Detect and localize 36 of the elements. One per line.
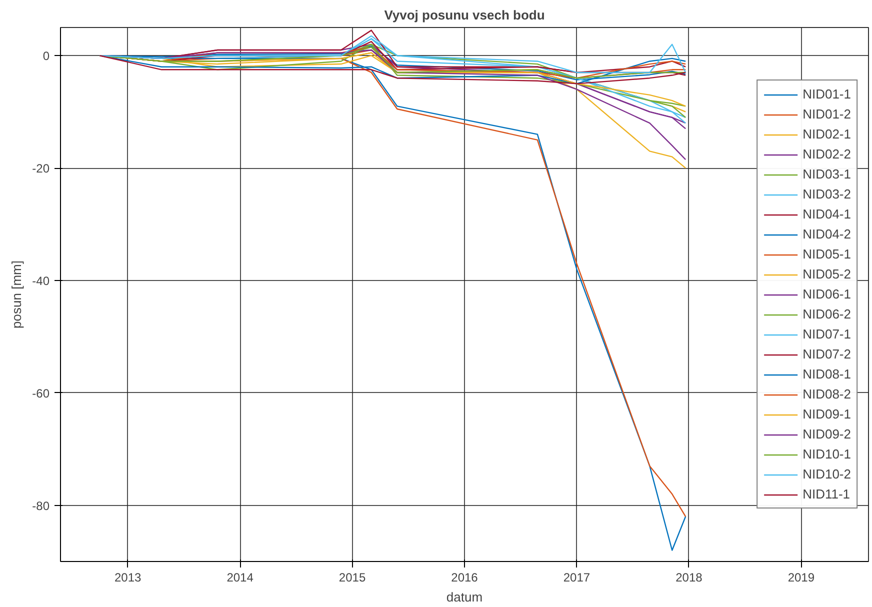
x-tick-label: 2014 [226,570,254,584]
x-tick-label: 2017 [563,570,590,584]
y-tick-label: -40 [32,274,50,288]
legend-label: NID06-2 [802,306,851,322]
legend-label: NID10-1 [802,446,851,462]
y-axis-title: posun [mm] [9,260,24,328]
legend-label: NID01-2 [802,106,851,122]
legend-label: NID02-1 [802,126,851,142]
legend-label: NID07-1 [802,326,851,342]
chart-title: Vyvoj posunu vsech bodu [384,8,545,22]
legend-label: NID08-2 [802,386,851,402]
legend-label: NID06-1 [802,286,851,302]
legend-label: NID05-2 [802,266,851,282]
y-tick-label: 0 [42,49,50,64]
legend-label: NID07-2 [802,346,851,362]
legend-label: NID04-1 [802,206,851,222]
legend-label: NID09-1 [802,406,851,422]
x-tick-label: 2013 [114,570,142,584]
legend-label: NID09-2 [802,426,851,442]
x-tick-label: 2016 [451,570,478,584]
x-axis-title: datum [446,590,483,604]
legend-label: NID11-1 [802,486,850,502]
y-tick-label: -60 [32,386,50,400]
y-tick-label: -20 [32,162,50,176]
y-tick-label: -80 [32,498,50,513]
x-tick-label: 2018 [676,570,703,584]
legend-label: NID03-2 [802,186,851,202]
legend-label: NID04-2 [802,226,851,242]
legend-label: NID10-2 [802,466,851,482]
legend-label: NID01-1 [802,86,851,102]
x-tick-label: 2015 [338,570,366,584]
legend-label: NID08-1 [802,366,851,382]
legend-label: NID03-1 [802,166,851,182]
legend-label: NID02-2 [802,146,851,162]
legend-label: NID05-1 [802,246,851,262]
x-tick-label: 2019 [788,570,815,584]
